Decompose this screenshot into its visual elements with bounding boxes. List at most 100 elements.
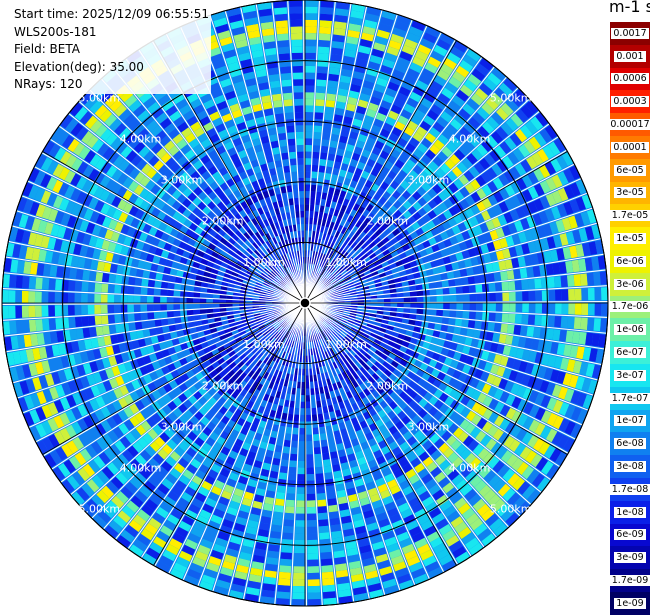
- range-gate-cell: [60, 213, 71, 226]
- range-gate-cell: [65, 154, 78, 168]
- range-gate-cell: [227, 249, 236, 257]
- range-gate-cell: [233, 522, 246, 533]
- range-gate-cell: [405, 330, 414, 337]
- range-gate-cell: [405, 491, 417, 502]
- range-gate-cell: [254, 494, 264, 503]
- range-gate-cell: [281, 278, 288, 285]
- range-gate-cell: [130, 217, 140, 228]
- range-gate-cell: [105, 345, 115, 356]
- range-gate-cell: [215, 365, 224, 374]
- range-gate-cell: [305, 224, 309, 231]
- range-gate-cell: [116, 333, 125, 343]
- range-gate-cell: [482, 421, 493, 433]
- range-gate-cell: [355, 361, 363, 369]
- range-gate-cell: [200, 258, 209, 266]
- range-gate-cell: [197, 544, 211, 556]
- range-gate-cell: [180, 291, 187, 297]
- range-gate-cell: [538, 441, 551, 455]
- range-gate-cell: [135, 454, 147, 466]
- range-gate-cell: [341, 371, 348, 379]
- range-gate-cell: [319, 532, 330, 540]
- range-gate-cell: [335, 569, 349, 578]
- range-gate-cell: [148, 517, 162, 530]
- range-gate-cell: [15, 365, 25, 380]
- range-gate-cell: [462, 303, 470, 311]
- range-gate-cell: [199, 580, 214, 592]
- range-gate-cell: [294, 98, 304, 106]
- range-gate-cell: [205, 234, 214, 242]
- range-gate-cell: [480, 371, 490, 382]
- range-gate-cell: [190, 267, 199, 274]
- range-gate-cell: [44, 453, 57, 468]
- range-gate-cell: [81, 293, 88, 303]
- range-gate-cell: [180, 144, 192, 155]
- range-gate-cell: [278, 578, 291, 586]
- range-gate-cell: [166, 196, 177, 207]
- range-gate-cell: [468, 347, 477, 357]
- range-gate-cell: [169, 468, 182, 479]
- range-gate-cell: [353, 586, 367, 596]
- range-gate-cell: [305, 92, 314, 99]
- range-gate-cell: [237, 403, 246, 412]
- range-gate-cell: [280, 72, 292, 81]
- range-gate-cell: [291, 39, 303, 47]
- range-gate-cell: [256, 426, 265, 435]
- range-gate-cell: [446, 435, 457, 446]
- range-gate-cell: [314, 453, 322, 461]
- range-gate-cell: [464, 452, 477, 465]
- range-gate-cell: [113, 387, 124, 399]
- range-gate-cell: [102, 505, 116, 519]
- range-gate-cell: [511, 457, 524, 471]
- range-gate-cell: [315, 99, 325, 107]
- range-gate-cell: [205, 497, 217, 508]
- range-gate-cell: [161, 365, 170, 375]
- range-gate-cell: [329, 323, 336, 330]
- range-gate-cell: [264, 268, 271, 274]
- range-gate-cell: [256, 383, 264, 391]
- range-gate-cell: [413, 573, 429, 585]
- range-gate-cell: [206, 562, 220, 573]
- range-gate-cell: [374, 404, 383, 413]
- range-gate-cell: [439, 554, 454, 566]
- range-gate-cell: [152, 255, 161, 264]
- range-gate-cell: [232, 299, 240, 303]
- range-gate-cell: [136, 159, 147, 171]
- range-gate-cell: [495, 446, 508, 459]
- range-gate-cell: [87, 282, 96, 292]
- range-gate-cell: [55, 318, 63, 330]
- range-gate-cell: [289, 347, 294, 354]
- range-gate-cell: [199, 303, 207, 309]
- range-gate-cell: [133, 141, 146, 154]
- range-gate-cell: [273, 397, 280, 405]
- range-gate-cell: [99, 175, 111, 188]
- range-gate-cell: [338, 387, 346, 395]
- range-gate-cell: [199, 377, 208, 386]
- range-gate-cell: [108, 273, 117, 283]
- range-gate-cell: [369, 346, 377, 353]
- range-gate-cell: [175, 247, 185, 256]
- range-gate-cell: [231, 373, 239, 382]
- range-gate-cell: [123, 132, 136, 145]
- range-gate-cell: [240, 545, 253, 555]
- range-gate-cell: [286, 386, 292, 395]
- range-gate-cell: [68, 317, 76, 328]
- range-gate-cell: [340, 407, 348, 416]
- range-gate-cell: [91, 494, 105, 508]
- range-gate-cell: [139, 365, 149, 376]
- range-gate-cell: [265, 422, 273, 431]
- range-gate-cell: [438, 331, 447, 340]
- range-gate-cell: [237, 432, 247, 442]
- range-gate-cell: [209, 406, 218, 416]
- range-gate-cell: [124, 215, 134, 226]
- range-gate-cell: [300, 395, 305, 402]
- range-gate-cell: [288, 466, 297, 474]
- range-gate-cell: [179, 297, 187, 303]
- range-gate-cell: [544, 444, 556, 459]
- range-gate-cell: [464, 423, 476, 435]
- range-gate-cell: [333, 470, 342, 479]
- range-gate-cell: [347, 382, 355, 391]
- range-gate-cell: [275, 411, 282, 419]
- range-gate-cell: [84, 95, 99, 110]
- range-gate-cell: [161, 192, 171, 203]
- range-gate-cell: [184, 379, 194, 389]
